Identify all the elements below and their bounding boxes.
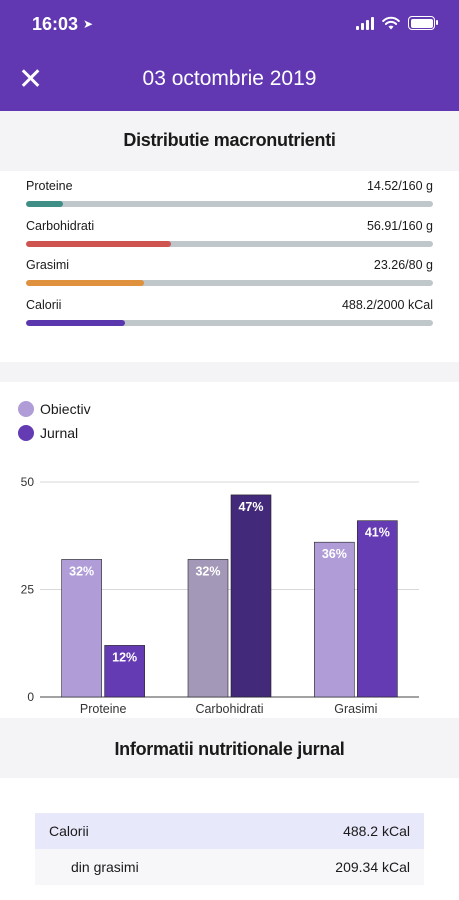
row-label: Calorii bbox=[49, 823, 89, 839]
bar-obiectiv-proteine bbox=[61, 559, 102, 698]
bar-jurnal-proteine bbox=[104, 645, 145, 698]
table-row: Calorii 488.2 kCal bbox=[35, 813, 424, 849]
macro-value: 14.52/160 g bbox=[366, 179, 433, 193]
close-icon[interactable]: ✕ bbox=[18, 63, 44, 96]
progress-track bbox=[26, 240, 433, 247]
nutrition-card: Calorii 488.2 kCal din grasimi 209.34 kC… bbox=[0, 778, 459, 900]
legend-item-jurnal: Jurnal bbox=[18, 425, 78, 441]
progress-track bbox=[26, 201, 433, 207]
page-title: 03 octombrie 2019 bbox=[142, 67, 317, 90]
x-tick-label: Carbohidrati bbox=[195, 702, 263, 716]
macros-section-title: Distributie macronutrienti bbox=[123, 130, 336, 150]
progress-track bbox=[26, 280, 433, 286]
legend-label: Jurnal bbox=[40, 425, 79, 441]
bar-data-label: 36% bbox=[322, 547, 347, 561]
row-value: 209.34 kCal bbox=[335, 859, 410, 875]
macro-row-proteine: Proteine 14.52/160 g bbox=[26, 179, 433, 219]
bar-data-label: 32% bbox=[69, 564, 94, 578]
status-time: 16:03 bbox=[32, 14, 79, 34]
bar-jurnal-grasimi bbox=[357, 520, 398, 698]
bar-data-label: 12% bbox=[112, 650, 137, 664]
macro-value: 488.2/2000 kCal bbox=[341, 297, 433, 312]
wifi-icon bbox=[382, 16, 400, 30]
battery-icon bbox=[408, 16, 438, 30]
legend-item-obiectiv: Obiectiv bbox=[18, 401, 91, 417]
macro-label: Grasimi bbox=[26, 258, 70, 272]
y-tick-label: 25 bbox=[21, 583, 35, 597]
status-icons bbox=[356, 16, 438, 30]
bar-chart: 0 25 50 32% 12% Proteine 32% 47% Carbohidrati 36%… bbox=[21, 475, 419, 716]
bar-data-label: 41% bbox=[365, 526, 390, 540]
progress-fill bbox=[26, 240, 171, 247]
x-tick-label: Grasimi bbox=[334, 702, 377, 716]
macro-label: Calorii bbox=[26, 297, 62, 312]
progress-fill bbox=[26, 201, 63, 207]
nutrition-section-title: Informatii nutritionale jurnal bbox=[114, 739, 345, 759]
macro-row-grasimi: Grasimi 23.26/80 g bbox=[26, 258, 433, 298]
row-label: din grasimi bbox=[71, 859, 139, 875]
bar-obiectiv-grasimi bbox=[314, 541, 355, 698]
macro-value: 56.91/160 g bbox=[366, 218, 433, 233]
legend-swatch bbox=[18, 401, 34, 417]
macro-label: Carbohidrati bbox=[26, 218, 95, 233]
bar-data-label: 47% bbox=[238, 500, 263, 514]
nutrition-table: Calorii 488.2 kCal din grasimi 209.34 kC… bbox=[35, 813, 424, 885]
progress-fill bbox=[26, 319, 126, 326]
cellular-signal-icon bbox=[356, 16, 374, 30]
progress-track bbox=[26, 319, 433, 326]
macros-card: Proteine 14.52/160 g Carbohidrati 56.91/160… bbox=[0, 171, 459, 362]
progress-fill bbox=[26, 280, 145, 286]
bar-jurnal-carbohidrati bbox=[230, 494, 272, 698]
location-arrow-icon: ➤ bbox=[83, 17, 94, 31]
x-tick-label: Proteine bbox=[80, 702, 127, 716]
y-tick-label: 50 bbox=[21, 475, 35, 489]
header-bar: 16:03 ➤ ✕ 03 octombrie 2019 bbox=[0, 0, 459, 111]
bar-obiectiv-carbohidrati bbox=[187, 559, 229, 698]
row-value: 488.2 kCal bbox=[343, 823, 410, 839]
bar-data-label: 32% bbox=[195, 564, 220, 578]
y-tick-label: 0 bbox=[27, 690, 34, 704]
table-row: din grasimi 209.34 kCal bbox=[35, 849, 424, 885]
macro-value: 23.26/80 g bbox=[373, 258, 433, 272]
macro-row-carbohidrati: Carbohidrati 56.91/160 g bbox=[26, 219, 433, 259]
macro-row-calorii: Calorii 488.2/2000 kCal bbox=[26, 298, 433, 338]
macro-label: Proteine bbox=[26, 179, 73, 193]
legend-label: Obiectiv bbox=[40, 401, 91, 417]
legend-swatch bbox=[18, 425, 34, 441]
chart-card: Obiectiv Jurnal 0 25 50 32% 12% Proteine 32% 47… bbox=[0, 382, 459, 718]
